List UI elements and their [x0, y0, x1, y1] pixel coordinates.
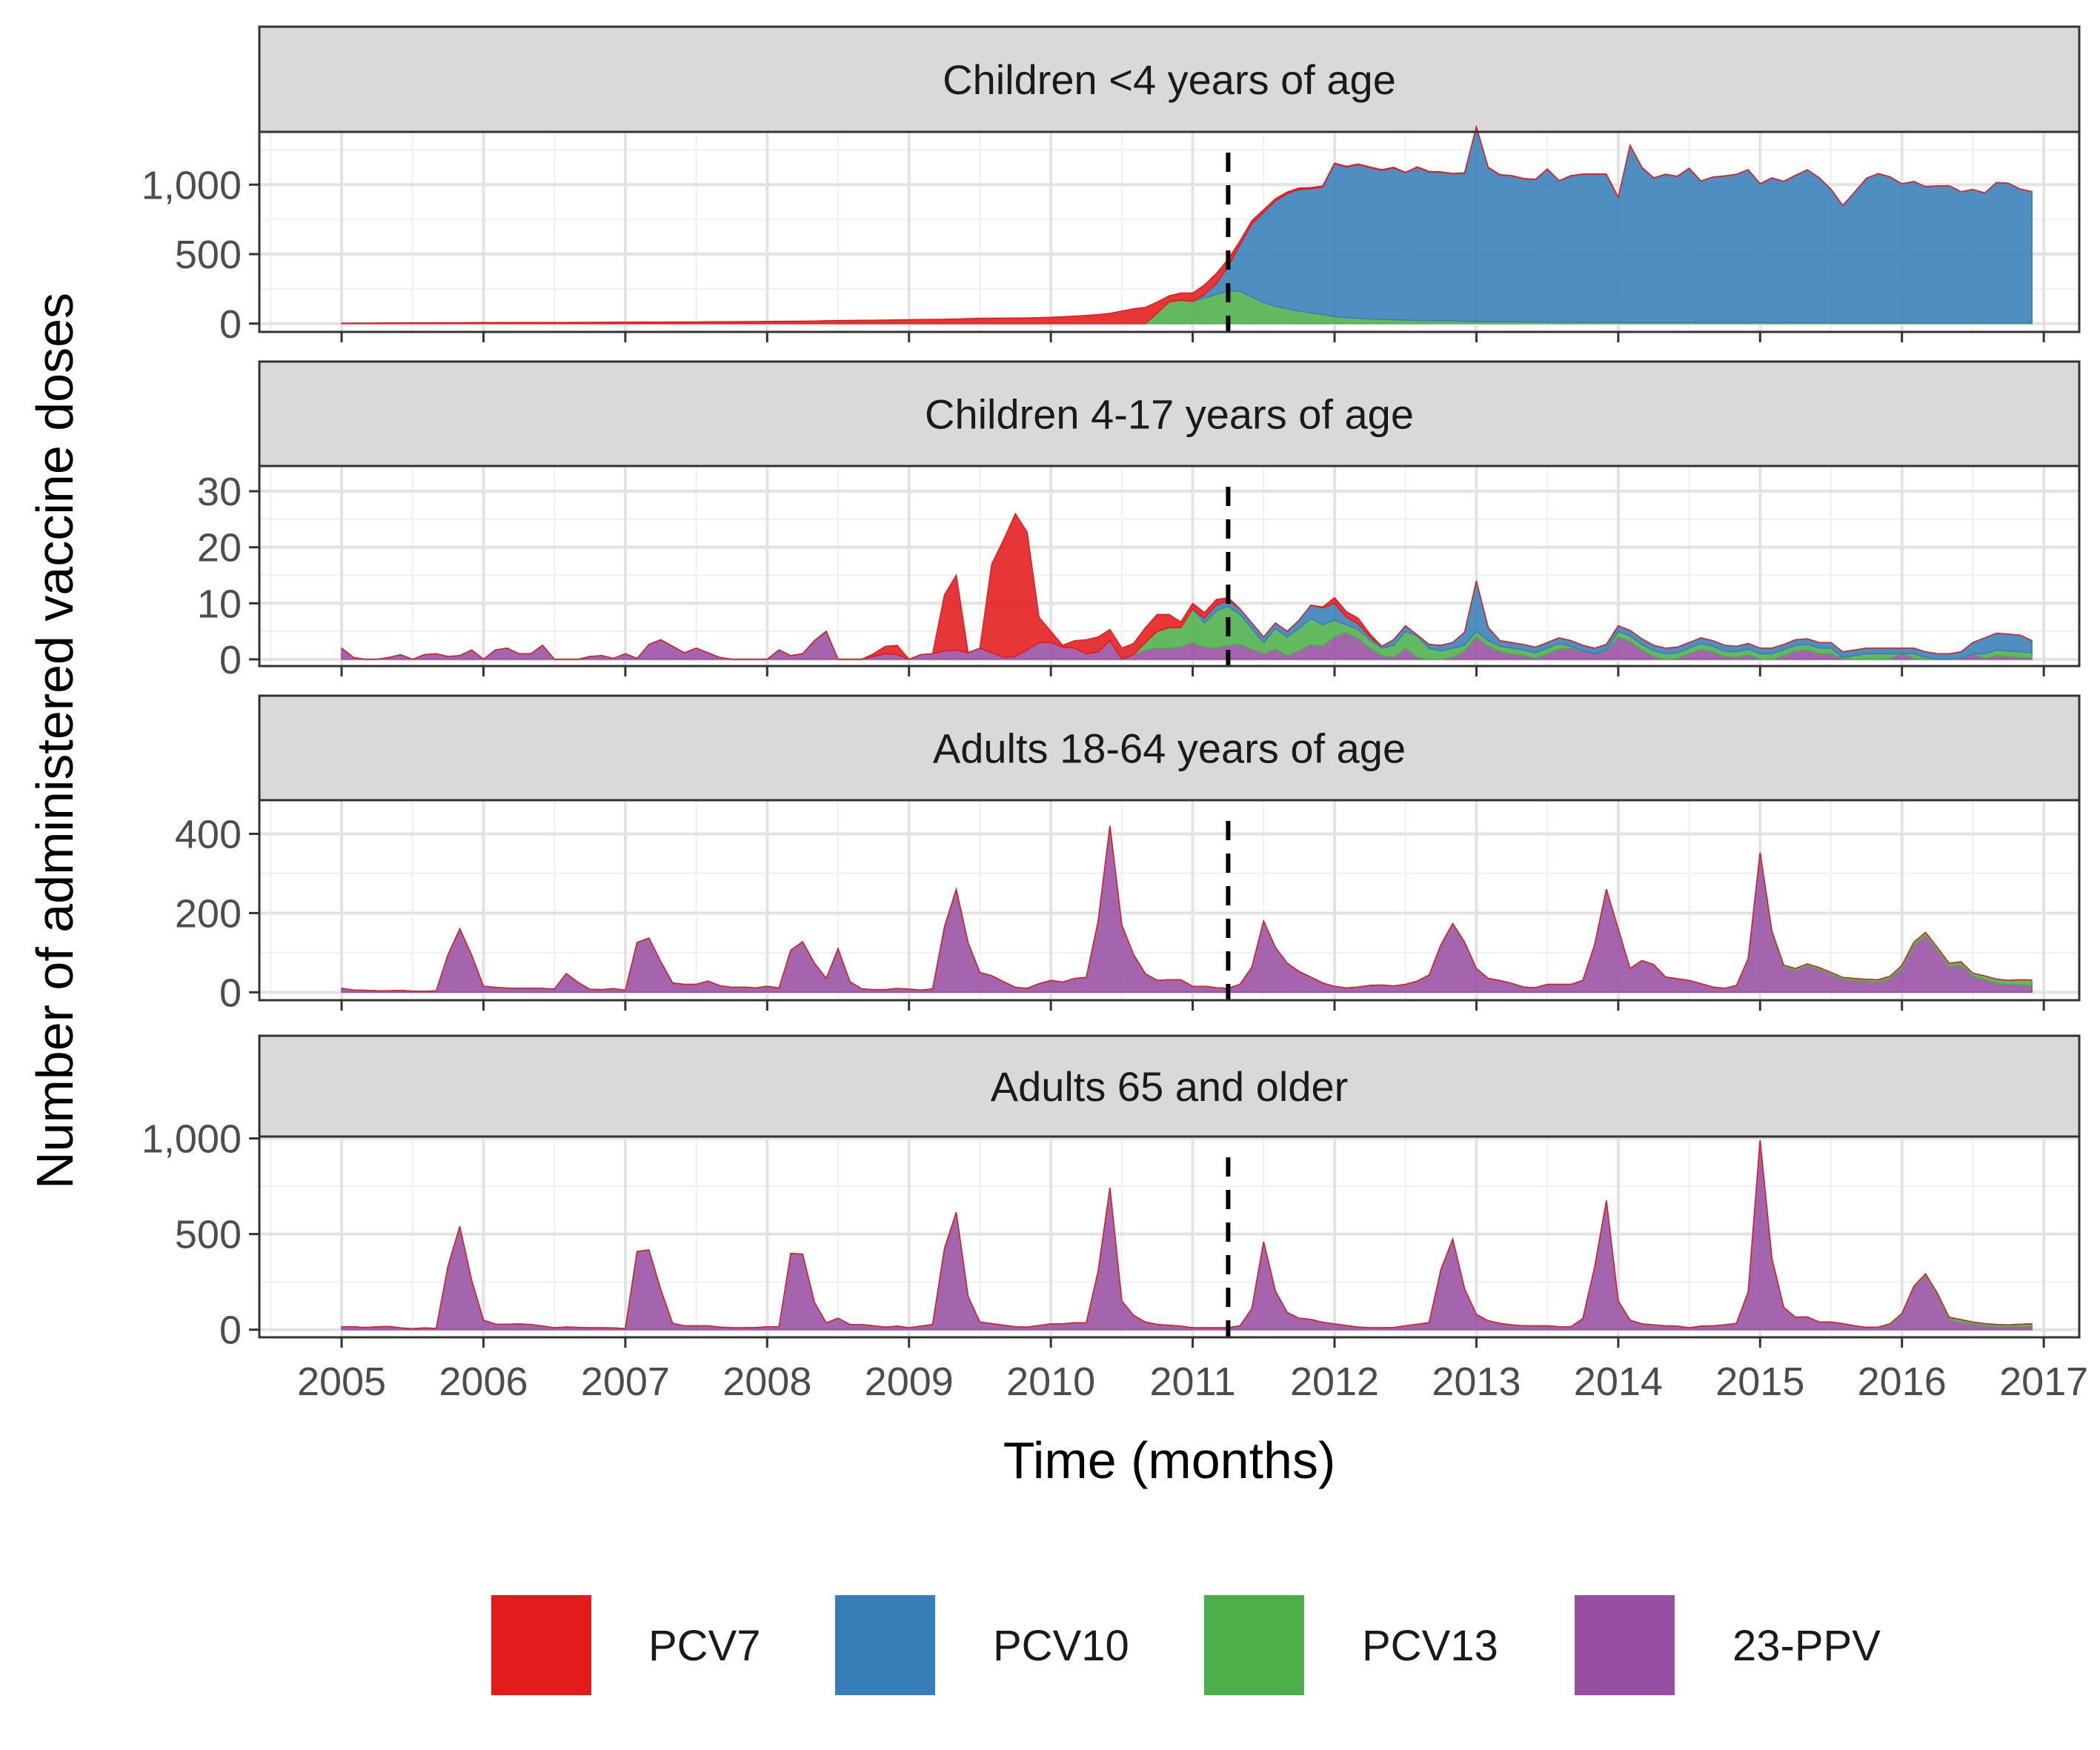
y-tick-label: 10 [197, 582, 242, 626]
area-series-pcv7 [341, 124, 2033, 325]
x-tick-label: 2014 [1574, 1360, 1663, 1404]
x-tick-label: 2013 [1432, 1360, 1521, 1404]
area-series-pcv7 [341, 825, 2033, 992]
facet-title: Adults 18-64 years of age [933, 725, 1406, 772]
facet-panel: Adults 65 and older 0 500 1,000 2005 2006 2007… [142, 1034, 2088, 1404]
y-tick-label: 0 [219, 638, 242, 682]
x-tick-label: 2006 [439, 1360, 528, 1404]
legend-swatch-23ppv [1575, 1595, 1675, 1695]
panel-border [258, 1135, 2081, 1339]
y-tick-label: 30 [197, 470, 242, 514]
x-axis-title: Time (months) [1003, 1431, 1336, 1489]
plot-background [259, 1137, 2079, 1337]
y-tick-label: 1,000 [142, 1117, 242, 1162]
x-tick-label: 2005 [297, 1360, 386, 1404]
x-tick-label: 2016 [1858, 1360, 1947, 1404]
legend-label-23ppv: 23-PPV [1732, 1622, 1881, 1670]
legend-label-pcv7: PCV7 [648, 1622, 761, 1670]
facet-strip [258, 25, 2081, 133]
panel-border [258, 465, 2081, 668]
y-tick-label: 400 [175, 812, 242, 856]
y-tick-label: 20 [197, 526, 242, 570]
x-tick-label: 2010 [1006, 1360, 1095, 1404]
panel-border [258, 799, 2081, 1002]
facet-strip [258, 1034, 2081, 1138]
x-tick-label: 2017 [1999, 1360, 2088, 1404]
stacked-areas [341, 124, 2033, 325]
legend-label-pcv13: PCV13 [1362, 1622, 1498, 1670]
area-series-pcv7 [341, 512, 2033, 660]
facet-title: Children 4-17 years of age [925, 391, 1414, 438]
y-tick-label: 500 [175, 1213, 242, 1257]
y-tick-label: 0 [219, 1308, 242, 1353]
panel-border [258, 130, 2081, 333]
y-tick-label: 0 [219, 971, 242, 1015]
y-axis-title: Number of administered vaccine doses [26, 293, 84, 1189]
stacked-areas [341, 825, 2033, 994]
x-tick-label: 2008 [722, 1360, 811, 1404]
x-tick-label: 2011 [1150, 1360, 1236, 1404]
facet-panels: Children <4 years of age05001,000Childre… [142, 25, 2088, 1404]
x-tick-label: 2007 [581, 1360, 670, 1404]
y-tick-label: 200 [175, 891, 242, 936]
legend-swatch-pcv13 [1204, 1595, 1304, 1695]
x-tick-label: 2012 [1290, 1360, 1379, 1404]
x-tick-label: 2015 [1715, 1360, 1804, 1404]
facet-strip [258, 694, 2081, 802]
legend-swatch-pcv7 [491, 1595, 591, 1695]
facet-title: Children <4 years of age [943, 56, 1396, 103]
y-tick-label: 500 [175, 233, 242, 277]
facet-title: Adults 65 and older [991, 1063, 1349, 1110]
stacked-areas [341, 512, 2033, 660]
facet-panel: Children 4-17 years of age 0 10 20 30 [197, 360, 2081, 682]
stacked-areas [341, 1140, 2033, 1331]
facet-panel: Children <4 years of age 0 500 1,000 [142, 25, 2081, 347]
y-tick-label: 0 [219, 302, 242, 347]
facet-strip [258, 360, 2081, 468]
x-tick-label: 2009 [865, 1360, 954, 1404]
legend-swatch-pcv10 [835, 1595, 935, 1695]
y-tick-label: 1,000 [142, 163, 242, 207]
legend: PCV7 PCV10 PCV13 23-PPV [491, 1595, 1881, 1695]
legend-label-pcv10: PCV10 [993, 1622, 1129, 1670]
facet-panel: Adults 18-64 years of age 0 200 400 [175, 694, 2081, 1015]
area-series-pcv7 [342, 1140, 2033, 1330]
